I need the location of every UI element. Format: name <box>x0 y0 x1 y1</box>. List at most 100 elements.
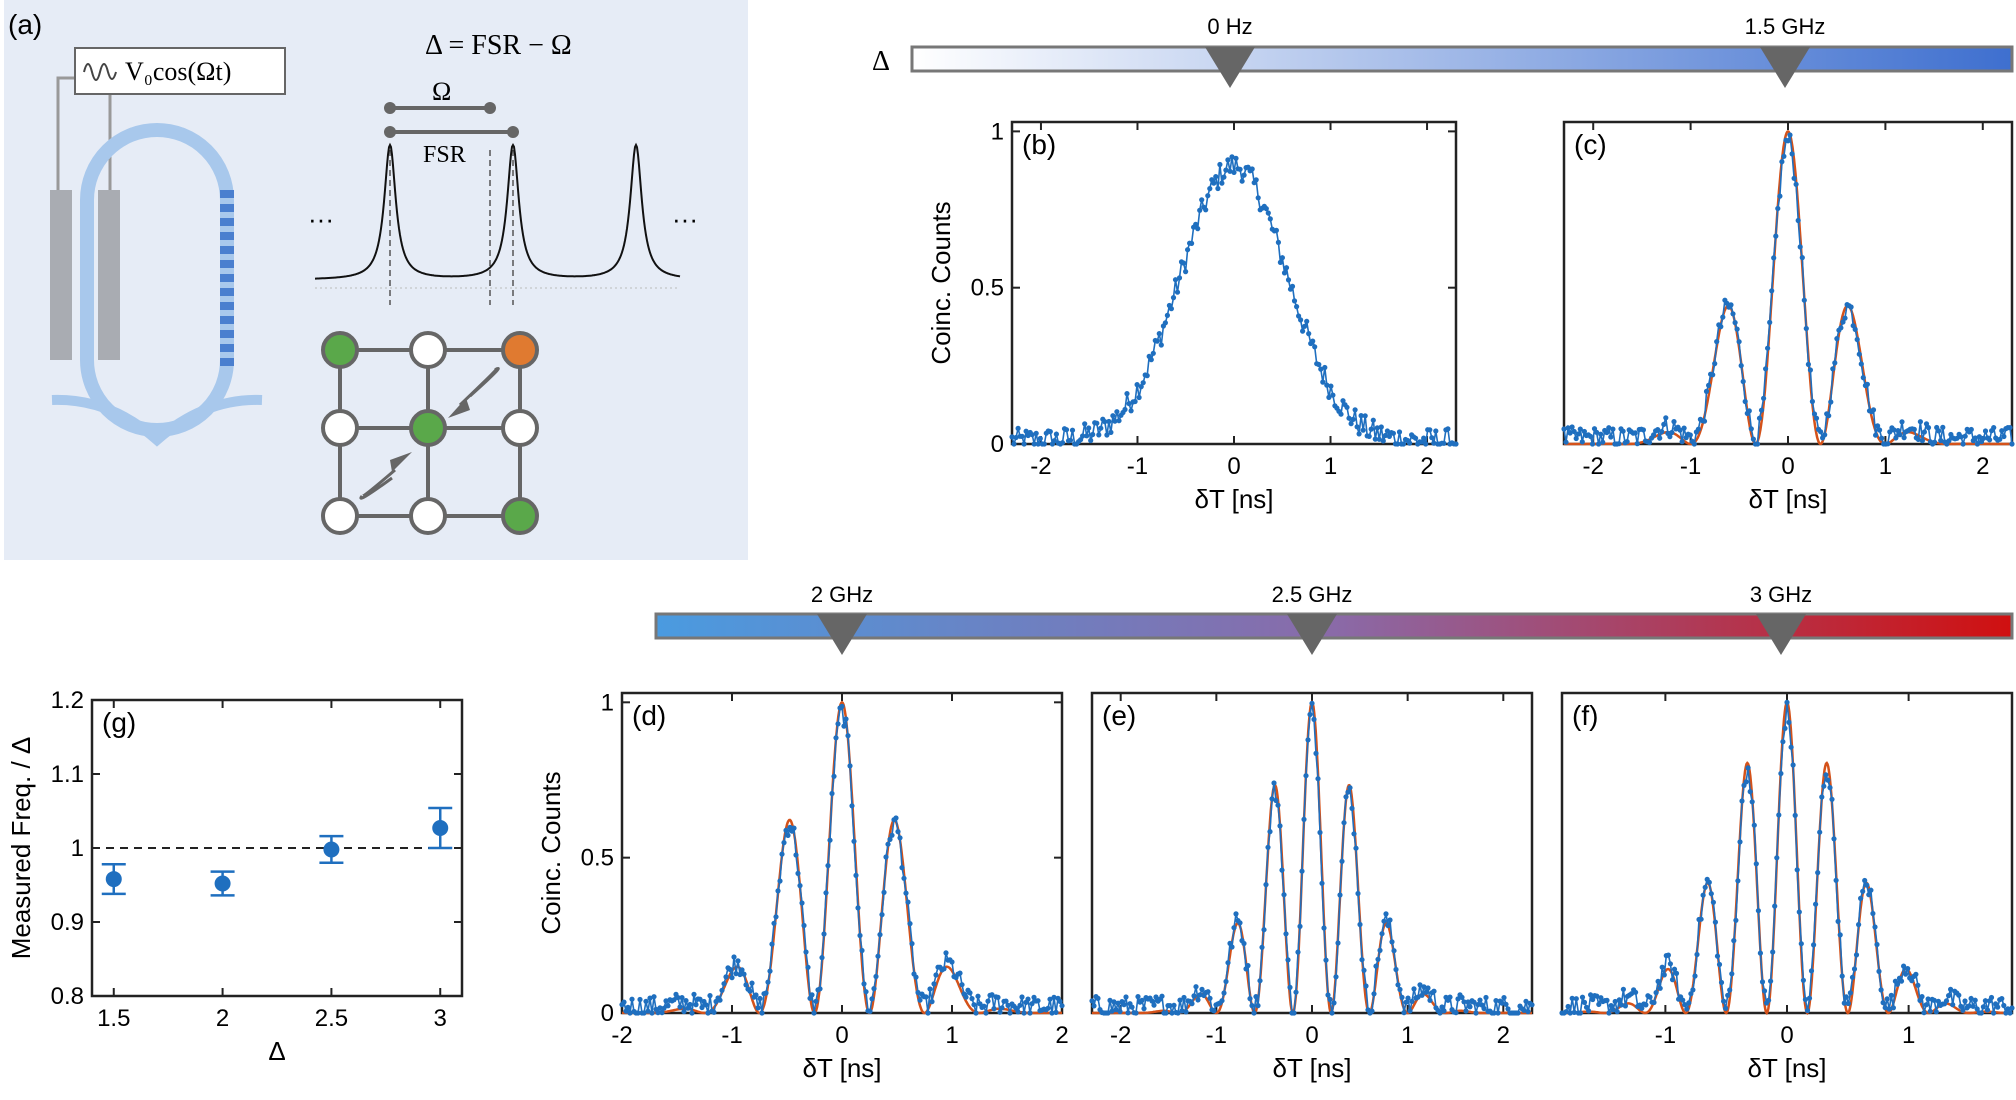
data-point <box>873 973 879 980</box>
data-point <box>1193 984 1199 990</box>
data-point <box>711 1009 717 1015</box>
data-point <box>1825 777 1831 783</box>
data-point <box>1413 435 1419 441</box>
y-tick-label: 0 <box>601 1000 614 1027</box>
data-point <box>1984 1007 1991 1013</box>
data-point <box>1827 785 1833 791</box>
x-tick-label: 0 <box>1780 1022 1793 1049</box>
y-tick-label: 0.5 <box>581 845 614 872</box>
data-point <box>1379 931 1385 937</box>
data-point <box>1003 998 1009 1004</box>
data-point <box>1229 154 1235 160</box>
data-point <box>2007 1010 2013 1016</box>
data-point <box>1396 429 1403 435</box>
data-point <box>1765 345 1771 351</box>
data-point <box>1307 711 1313 718</box>
data-point <box>1515 1010 1521 1016</box>
data-point <box>901 875 907 881</box>
data-point <box>1687 432 1693 438</box>
data-point <box>1731 938 1737 944</box>
data-point <box>1205 989 1211 995</box>
data-point <box>1729 971 1735 977</box>
data-point <box>629 996 635 1002</box>
data-point <box>1312 344 1318 350</box>
x-tick-label: 3 <box>434 1005 447 1032</box>
data-point <box>1948 986 1954 993</box>
data-point <box>432 820 449 837</box>
data-point <box>1095 995 1101 1002</box>
data-point <box>1940 424 1946 430</box>
data-point <box>1577 426 1583 432</box>
data-point <box>1632 430 1638 436</box>
data-point <box>1239 178 1245 184</box>
data-point <box>1330 392 1336 398</box>
data-point <box>1211 180 1217 186</box>
data-point <box>1124 391 1130 397</box>
data-point <box>1111 999 1117 1005</box>
data-point <box>1183 269 1189 275</box>
data-point <box>1737 839 1743 845</box>
data-point <box>1982 428 1989 434</box>
plot-b: -2 -1 0 1 2 0 0.5 1 (b) δT [ns] Coinc. Counts <box>926 118 1459 514</box>
data-point <box>1505 1006 1511 1012</box>
data-point <box>1736 339 1742 345</box>
data-point <box>1021 441 1027 447</box>
data-point <box>1360 427 1366 433</box>
data-point <box>661 1005 667 1011</box>
data-point <box>871 986 877 992</box>
data-point <box>1673 970 1680 977</box>
data-point <box>1265 844 1271 850</box>
data-point <box>1618 1002 1624 1008</box>
x-axis-label: δT [ns] <box>1747 1053 1826 1083</box>
data-point <box>2001 1002 2007 1009</box>
data-point <box>1561 426 1567 432</box>
data-point <box>1150 350 1156 356</box>
data-point <box>1756 415 1763 421</box>
data-point <box>783 827 789 834</box>
data-point <box>1680 997 1686 1003</box>
data-point <box>1179 1008 1185 1014</box>
data-point <box>1614 1009 1620 1015</box>
data-point <box>931 981 937 987</box>
data-point <box>1015 425 1021 431</box>
data-point <box>1679 439 1685 445</box>
data-point <box>1954 435 1960 441</box>
data-point <box>763 990 769 996</box>
data-point <box>1788 744 1794 750</box>
data-point <box>681 1008 687 1015</box>
data-point <box>1319 880 1325 886</box>
data-point <box>929 999 935 1005</box>
data-point <box>1938 437 1944 444</box>
data-point <box>1795 217 1801 224</box>
data-point <box>675 995 681 1001</box>
data-point <box>1328 383 1334 389</box>
data-point <box>1140 380 1146 386</box>
data-point <box>785 832 791 839</box>
data-point <box>621 999 627 1005</box>
data-point <box>1742 398 1748 405</box>
data-point <box>1089 998 1095 1004</box>
data-point <box>867 1008 873 1015</box>
data-point <box>1211 1008 1217 1014</box>
data-point <box>1015 1009 1021 1015</box>
x-tick-label: -1 <box>1127 453 1148 480</box>
data-point <box>1571 1009 1577 1016</box>
data-point <box>941 966 947 972</box>
data-point <box>1897 432 1903 438</box>
data-point <box>1968 995 1974 1002</box>
data-point <box>963 994 969 1000</box>
data-point <box>1594 429 1600 435</box>
arrow-icon <box>448 398 470 418</box>
data-point <box>1419 439 1425 445</box>
data-point <box>1728 302 1734 308</box>
data-point <box>1229 944 1235 950</box>
data-point <box>1828 399 1834 405</box>
data-point <box>1113 1007 1119 1013</box>
drive-source: V₀cos(Ωt) <box>74 47 286 95</box>
x-tick-label: 2 <box>1055 1022 1068 1049</box>
data-point <box>1682 1002 1688 1008</box>
data-point <box>985 998 991 1004</box>
data-point <box>1978 1010 1984 1016</box>
data-point <box>1207 186 1213 192</box>
x-tick-label: -1 <box>1206 1022 1227 1049</box>
